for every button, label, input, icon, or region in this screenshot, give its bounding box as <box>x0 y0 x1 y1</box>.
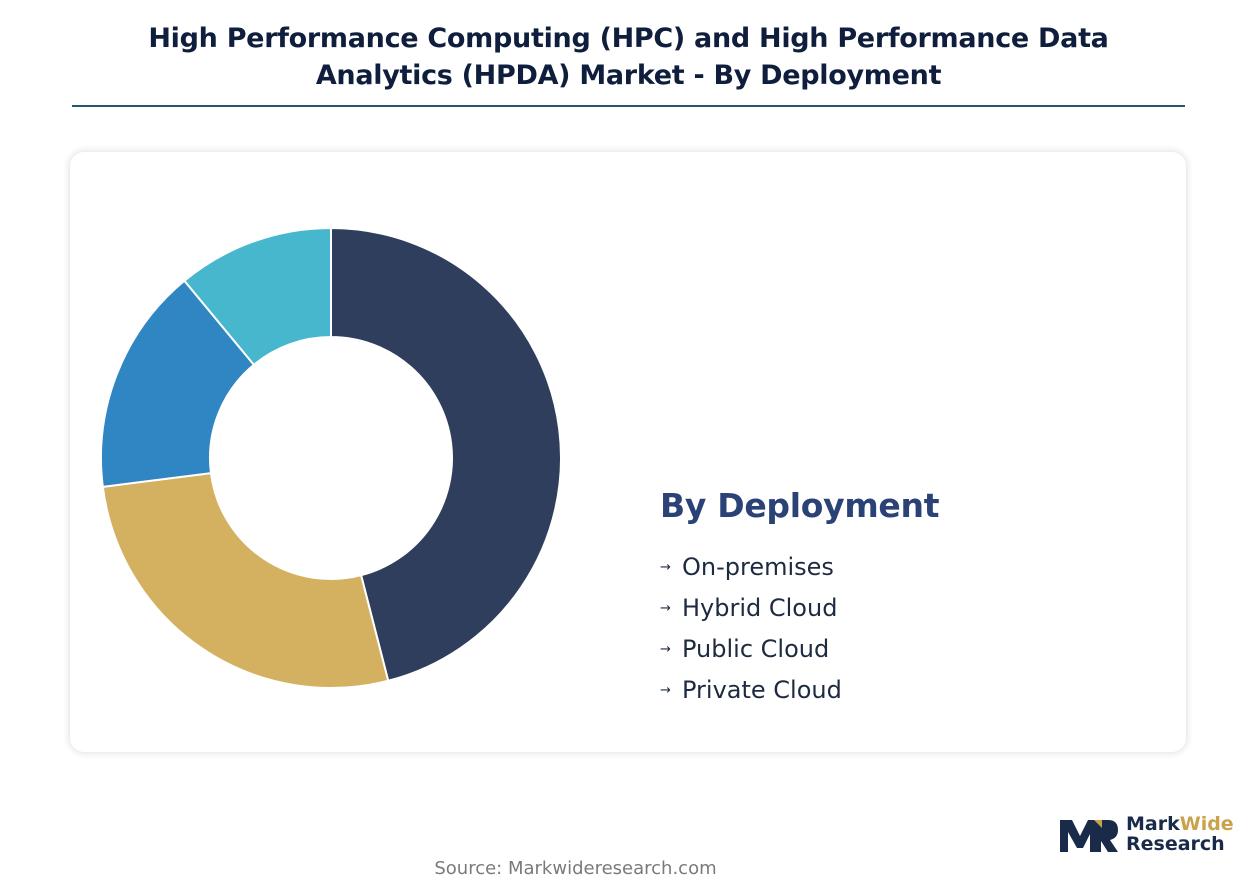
source-note: Source: Markwideresearch.com <box>434 858 717 879</box>
legend-label: On-premises <box>682 553 834 581</box>
arrow-icon: → <box>660 683 671 698</box>
arrow-icon: → <box>660 642 671 657</box>
legend-title: By Deployment <box>660 486 940 525</box>
title-divider <box>72 105 1185 107</box>
logo-wordmark: MarkWide Research <box>1126 814 1234 854</box>
arrow-icon: → <box>660 601 671 616</box>
legend-item-on-premises: → On-premises <box>660 547 939 588</box>
chart-title: High Performance Computing (HPC) and Hig… <box>72 20 1185 94</box>
legend-item-hybrid-cloud: → Hybrid Cloud <box>660 588 939 629</box>
chart-title-line-2: Analytics (HPDA) Market - By Deployment <box>315 60 942 91</box>
legend-label: Private Cloud <box>682 676 842 704</box>
logo-word-research: Research <box>1126 833 1225 855</box>
legend-label: Public Cloud <box>682 635 830 663</box>
markwide-logo: MarkWide Research <box>1058 814 1248 856</box>
chart-title-line-1: High Performance Computing (HPC) and Hig… <box>148 23 1109 54</box>
logo-word-mark: Mark <box>1126 813 1180 835</box>
legend-list: → On-premises → Hybrid Cloud → Public Cl… <box>660 547 939 711</box>
logo-word-wide: Wide <box>1179 813 1234 835</box>
markwide-logo-icon <box>1060 820 1118 852</box>
legend: By Deployment → On-premises → Hybrid Clo… <box>660 486 939 711</box>
donut-slice-hybrid-cloud <box>101 472 390 689</box>
legend-item-public-cloud: → Public Cloud <box>660 629 939 670</box>
donut-chart <box>100 226 562 689</box>
donut-slice-private-cloud <box>182 226 332 367</box>
legend-item-private-cloud: → Private Cloud <box>660 670 939 711</box>
arrow-icon: → <box>660 560 671 575</box>
chart-card: By Deployment → On-premises → Hybrid Clo… <box>70 152 1186 752</box>
legend-label: Hybrid Cloud <box>682 594 838 622</box>
donut-slice-public-cloud <box>100 279 256 488</box>
donut-slice-on-premises <box>330 226 562 682</box>
